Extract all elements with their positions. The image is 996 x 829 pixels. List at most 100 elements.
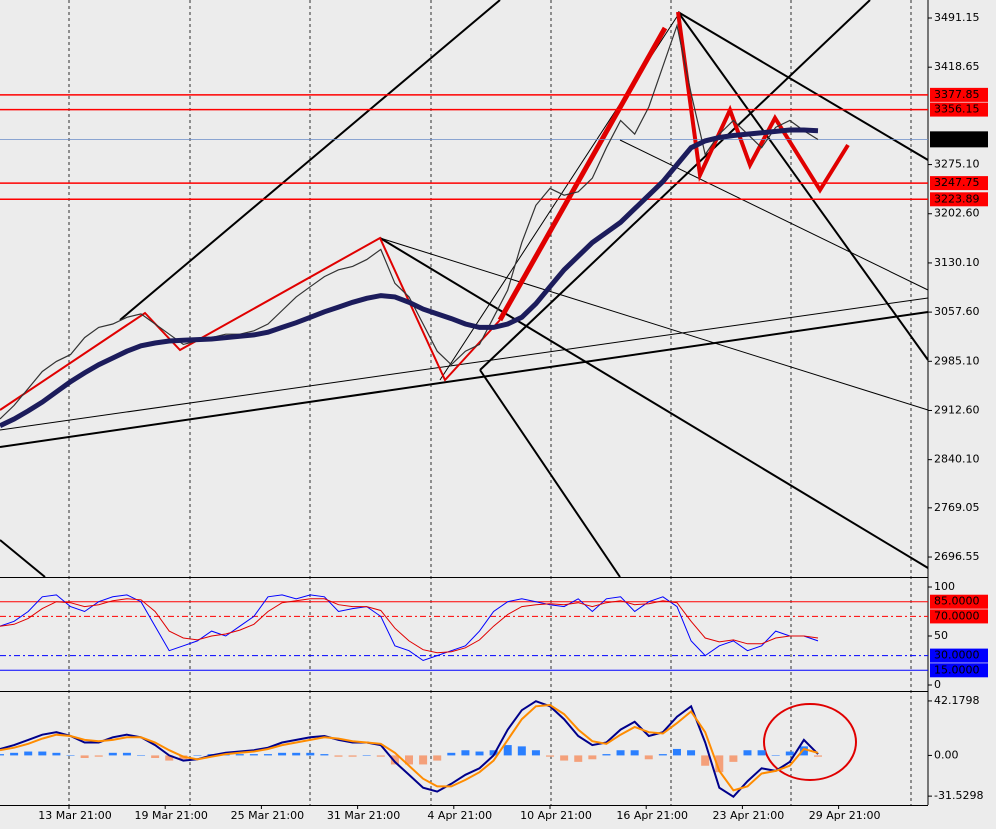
y-tick-label: 2840.10 xyxy=(934,453,980,466)
price-line xyxy=(0,23,819,420)
y-tick-label: 3202.60 xyxy=(934,207,980,220)
histogram-bar xyxy=(503,745,512,756)
y-tick-label: 0 xyxy=(934,678,941,691)
histogram-bar xyxy=(658,754,667,756)
histogram-bar xyxy=(588,755,597,760)
histogram-bar xyxy=(235,754,244,756)
histogram-bar xyxy=(405,755,413,765)
histogram-bar xyxy=(24,751,33,756)
histogram-bar xyxy=(137,755,146,756)
histogram-bar xyxy=(447,752,456,756)
histogram-bar xyxy=(10,752,19,756)
histogram-bar xyxy=(729,755,738,762)
histogram-bar xyxy=(546,755,555,757)
level-label-box xyxy=(930,648,988,663)
level-label: 3356.15 xyxy=(934,103,980,116)
histogram-bar xyxy=(743,750,752,756)
histogram-bar xyxy=(193,755,202,756)
y-tick-label: 3491.15 xyxy=(934,11,980,24)
current-price-label: 3312.27 xyxy=(934,132,980,145)
histogram-bar xyxy=(306,752,315,756)
x-tick-label: 25 Mar 21:00 xyxy=(231,809,304,822)
y-tick-label: 3418.65 xyxy=(934,60,980,73)
histogram-bar xyxy=(616,750,625,756)
y-tick-label: 3057.60 xyxy=(934,305,980,318)
histogram-bar xyxy=(531,750,540,756)
histogram-bar xyxy=(644,755,653,760)
histogram-bar xyxy=(630,750,639,756)
histogram-bar xyxy=(785,751,794,756)
histogram-bar xyxy=(390,755,399,765)
histogram-bar xyxy=(560,755,569,761)
histogram-bar xyxy=(66,755,75,756)
level-label: 3223.89 xyxy=(934,192,980,205)
histogram-bar xyxy=(94,755,103,757)
y-tick-label: 50 xyxy=(934,629,948,642)
histogram-bar xyxy=(320,754,329,756)
histogram-bar xyxy=(517,746,526,756)
histogram-bar xyxy=(80,755,89,758)
histogram-bar xyxy=(757,750,766,756)
histogram-bar xyxy=(38,751,47,756)
y-tick-label: 100 xyxy=(934,580,955,593)
y-tick-label: 3130.10 xyxy=(934,256,980,269)
y-tick-label: 2985.10 xyxy=(934,354,980,367)
y-tick-label: 2769.05 xyxy=(934,501,980,514)
histogram-bar xyxy=(292,752,301,756)
level-label: 3247.75 xyxy=(934,176,980,189)
moving-average xyxy=(0,127,819,429)
level-label: 30.0000 xyxy=(934,649,980,662)
level-label: 15.0000 xyxy=(934,663,980,676)
y-tick-label: 42.1798 xyxy=(934,694,980,707)
x-tick-label: 19 Mar 21:00 xyxy=(134,809,207,822)
histogram-bar xyxy=(687,750,696,756)
histogram-bar xyxy=(278,752,287,756)
trendlines xyxy=(0,0,929,578)
annotation-circle xyxy=(763,703,857,781)
histogram-bar xyxy=(715,755,724,773)
panel-borders xyxy=(0,0,929,806)
histogram-bar xyxy=(263,754,272,756)
x-tick-label: 10 Apr 21:00 xyxy=(520,809,592,822)
oscillator-line xyxy=(0,594,819,662)
histogram-bar xyxy=(165,755,174,761)
histogram-bar xyxy=(122,752,131,756)
level-label-box xyxy=(930,594,988,609)
y-tick-label: 2912.60 xyxy=(934,403,980,416)
histogram-bar xyxy=(376,755,385,757)
x-tick-label: 31 Mar 21:00 xyxy=(327,809,400,822)
histogram-bar xyxy=(799,746,808,756)
level-label-box xyxy=(930,663,988,678)
level-label-box xyxy=(930,176,988,191)
x-tick-label: 29 Apr 21:00 xyxy=(809,809,881,822)
histogram-bar xyxy=(0,754,4,756)
histogram-bar xyxy=(348,755,357,757)
histogram-bar xyxy=(52,752,61,756)
histogram-bar xyxy=(489,750,498,756)
histogram-bar xyxy=(433,755,442,761)
histogram-bar xyxy=(814,755,822,757)
histogram-bar xyxy=(672,748,681,756)
macd-line xyxy=(0,703,819,792)
level-label-box xyxy=(930,192,988,207)
y-tick-label: -31.5298 xyxy=(934,789,983,802)
y-tick-label: 2696.55 xyxy=(934,550,980,563)
histogram-bar xyxy=(475,751,484,756)
y-tick-label: 3275.10 xyxy=(934,158,980,171)
histogram-bar xyxy=(108,752,117,756)
histogram-bar xyxy=(362,755,371,756)
x-tick-label: 13 Mar 21:00 xyxy=(38,809,111,822)
histogram-bar xyxy=(334,755,343,757)
histogram-bar xyxy=(701,755,710,766)
level-label: 70.0000 xyxy=(934,609,980,622)
histogram-bar xyxy=(771,755,780,756)
level-label-box xyxy=(930,102,988,117)
histogram-bar xyxy=(574,755,583,762)
histogram-bar xyxy=(419,755,428,765)
x-tick-label: 23 Apr 21:00 xyxy=(713,809,785,822)
level-label: 3377.85 xyxy=(934,88,980,101)
level-label-box xyxy=(930,609,988,624)
macd-line xyxy=(0,700,819,798)
